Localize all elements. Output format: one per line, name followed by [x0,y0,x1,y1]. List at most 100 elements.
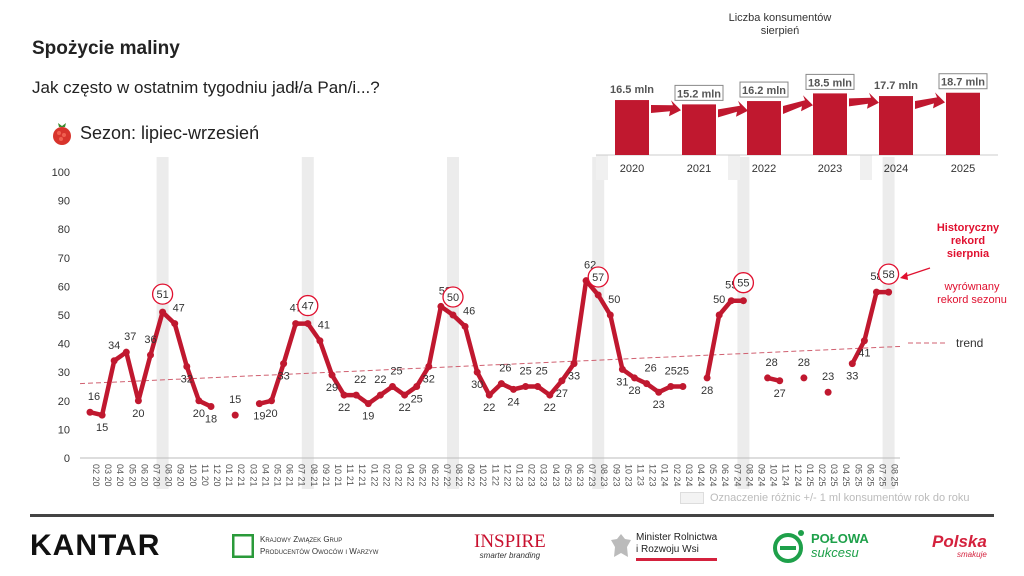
data-label: 19 [253,411,265,423]
inset-arrow [718,100,748,118]
y-tick-label: 0 [64,453,70,465]
x-tick-label: 09 21 [321,464,331,487]
annotation-arrow [902,267,931,278]
data-point [534,383,542,390]
data-point [364,400,372,408]
data-label: 28 [798,357,810,369]
series-line [850,289,889,365]
data-point [461,322,469,330]
highlight-circle [587,266,609,288]
data-label: 22 [483,402,495,414]
record-sub-annotation: wyrównany rekord sezonu [937,281,1007,306]
legend-note-text: Oznaczenie różnic +/- 1 ml konsumentów r… [710,492,970,504]
x-tick-label: 12 24 [793,464,803,487]
highlight-band [156,157,169,489]
data-label: 47 [302,301,314,313]
x-tick-label: 05 20 [127,464,137,487]
data-label: 46 [463,305,475,317]
x-tick-label: 03 24 [684,464,694,487]
y-tick-label: 80 [58,224,70,236]
x-tick-label: 03 20 [103,464,113,487]
x-tick-label: 01 24 [660,464,670,487]
data-point [739,297,747,305]
data-point [328,371,336,379]
inset-bar [682,104,716,155]
y-tick-label: 60 [58,281,70,293]
data-point [340,391,348,399]
x-tick-label: 05 22 [418,464,428,487]
data-point [268,397,275,405]
x-tick-label: 03 23 [539,464,549,487]
x-tick-label: 11 24 [781,464,791,486]
ministry-logo: Minister Rolnictwa i Rozwoju Wsi [610,528,718,564]
data-label: 27 [556,388,568,400]
polowa-line1: POŁOWA [811,531,869,546]
annotation-arrowhead [900,272,908,280]
inset-band [728,155,740,180]
x-tick-label: 12 20 [212,464,222,487]
highlight-circle [442,286,464,308]
inspire-logo: INSPIRE smarter branding [474,528,546,564]
x-tick-label: 05 23 [563,464,573,487]
kzgpoiw-logo: Krajowy Związek Grup Producentów Owoców … [232,528,378,564]
data-label: 20 [265,408,277,420]
y-tick-label: 20 [58,396,70,408]
data-label: 29 [326,382,338,394]
x-tick-label: 04 21 [260,464,270,487]
data-point [183,362,191,370]
data-label: 22 [398,402,410,414]
inset-bar [946,92,980,155]
x-tick-label: 02 20 [91,464,101,487]
data-label: 31 [616,376,628,388]
inset-band [596,155,608,180]
data-label: 37 [124,331,136,343]
highlight-band [882,157,895,489]
data-label: 32 [181,373,193,385]
inset-year-label: 2025 [951,163,975,175]
eagle-emblem-icon [611,534,631,557]
data-point [848,360,856,368]
x-tick-label: 02 23 [527,464,537,487]
data-label: 22 [374,374,386,386]
x-tick-label: 08 20 [164,464,174,487]
x-tick-label: 01 22 [369,464,379,487]
x-tick-label: 11 22 [490,464,500,486]
data-label: 51 [156,289,168,301]
data-point [86,408,94,416]
inset-value-label: 16.5 mln [610,84,654,96]
trend-legend-label: trend [956,336,983,350]
inset-arrow [651,100,681,117]
data-label: 27 [774,388,786,400]
data-label: 22 [354,374,366,386]
data-label: 33 [277,371,289,383]
kantar-text: KANTAR [30,529,161,562]
inset-arrow [783,95,813,115]
data-point [606,311,614,319]
data-label: 23 [822,371,834,383]
kzg-line2: Producentów Owoców i Warzyw [260,547,379,556]
inset-label-box [674,84,724,101]
inset-bar [879,96,913,155]
x-tick-label: 01 23 [515,464,525,487]
data-point [195,397,203,405]
data-label: 25 [677,366,689,378]
legend-note: Oznaczenie różnic +/- 1 ml konsumentów r… [680,492,970,504]
series-line [704,298,744,379]
inset-value-label: 15.2 mln [677,88,721,100]
data-point [304,320,312,328]
ministry-line1: Minister Rolnictwa [636,531,718,543]
data-label: 30 [471,379,483,391]
x-tick-label: 10 22 [478,464,488,487]
inset-bar [813,93,847,155]
data-point [389,383,396,390]
season-label: Sezon: lipiec-wrzesień [50,120,259,146]
highlight-band [447,157,459,489]
x-tick-label: 08 21 [309,464,319,487]
data-point [376,391,384,399]
data-label: 28 [628,385,640,397]
data-label: 41 [318,320,330,332]
data-label: 19 [362,411,374,423]
y-tick-label: 50 [58,310,70,322]
y-tick-label: 100 [52,167,70,179]
